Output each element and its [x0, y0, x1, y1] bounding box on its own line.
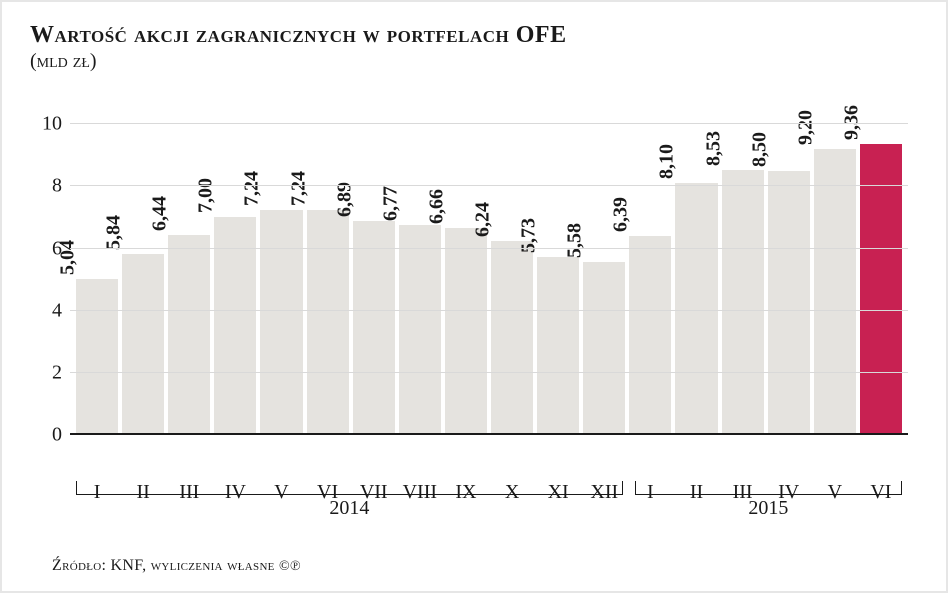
bars-container: 5,045,846,447,007,247,246,896,776,666,24… [70, 105, 908, 435]
bar: 5,84 [122, 254, 164, 436]
bar-value-label: 8,10 [656, 144, 679, 179]
source-text: KNF, wyliczenia własne [111, 557, 275, 574]
title-block: Wartość akcji zagranicznych w portfelach… [30, 22, 918, 73]
chart-title: Wartość akcji zagranicznych w portfelach… [30, 22, 918, 48]
bar-value-label: 7,00 [195, 178, 218, 213]
bar-value-label: 6,77 [379, 186, 402, 221]
y-tick-label: 8 [52, 175, 62, 198]
y-tick-label: 4 [52, 299, 62, 322]
year-bracket [76, 481, 623, 495]
bar-slot: 6,44 [168, 105, 210, 435]
bar: 8,53 [722, 170, 764, 436]
bar: 7,24 [260, 210, 302, 435]
y-tick-label: 0 [52, 424, 62, 447]
year-label: 2015 [748, 497, 788, 520]
bar-slot: 7,00 [214, 105, 256, 435]
chart-frame: Wartość akcji zagranicznych w portfelach… [0, 0, 948, 593]
bar-slot: 6,77 [399, 105, 441, 435]
year-label: 2014 [329, 497, 369, 520]
bar-value-label: 7,24 [241, 171, 264, 206]
y-tick-label: 2 [52, 362, 62, 385]
bar-slot: 7,24 [307, 105, 349, 435]
bar-value-label: 8,50 [748, 132, 771, 167]
bar: 5,73 [537, 257, 579, 435]
bar: 6,89 [353, 221, 395, 436]
bar-slot: 5,84 [122, 105, 164, 435]
y-tick-label: 10 [42, 113, 62, 136]
bar: 9,36 [860, 144, 902, 435]
year-brackets: 2014 2015 [70, 481, 908, 531]
bar-slot: 7,24 [260, 105, 302, 435]
plot-region: 5,045,846,447,007,247,246,896,776,666,24… [70, 105, 908, 435]
bar: 9,20 [814, 149, 856, 435]
chart-area: 5,045,846,447,007,247,246,896,776,666,24… [70, 105, 908, 475]
gridline [70, 123, 908, 124]
bar-value-label: 9,20 [794, 110, 817, 145]
bar-slot: 6,66 [445, 105, 487, 435]
bar-slot: 5,58 [583, 105, 625, 435]
gridline [70, 310, 908, 311]
bar-slot: 9,36 [860, 105, 902, 435]
gridline [70, 248, 908, 249]
bar-value-label: 6,44 [149, 196, 172, 231]
bar: 5,58 [583, 262, 625, 436]
bar-slot: 5,04 [76, 105, 118, 435]
bar-value-label: 6,39 [610, 197, 633, 232]
year-bracket [635, 481, 902, 495]
bar: 6,66 [445, 228, 487, 435]
y-tick-label: 6 [52, 237, 62, 260]
gridline [70, 185, 908, 186]
bar: 6,44 [168, 235, 210, 435]
x-axis-line [70, 433, 908, 435]
bar: 6,24 [491, 241, 533, 435]
bar: 7,00 [214, 217, 256, 435]
copyright-icon: ©℗ [279, 559, 301, 575]
chart-subtitle: (mld zł) [30, 50, 918, 73]
bar: 6,39 [629, 236, 671, 435]
bar-slot: 9,20 [814, 105, 856, 435]
bar-value-label: 5,58 [564, 223, 587, 258]
source-line: Źródło: KNF, wyliczenia własne ©℗ [52, 557, 301, 575]
bar: 7,24 [307, 210, 349, 435]
bar-value-label: 6,89 [333, 182, 356, 217]
source-prefix: Źródło: [52, 557, 111, 574]
bar-slot: 6,89 [353, 105, 395, 435]
bar-value-label: 7,24 [287, 171, 310, 206]
bar-slot: 8,50 [768, 105, 810, 435]
bar: 5,04 [76, 279, 118, 436]
bar-value-label: 5,84 [103, 215, 126, 250]
bar: 6,77 [399, 225, 441, 436]
bar-slot: 6,24 [491, 105, 533, 435]
bar: 8,50 [768, 171, 810, 436]
bar-value-label: 6,24 [472, 202, 495, 237]
bar-slot: 5,73 [537, 105, 579, 435]
gridline [70, 372, 908, 373]
bar-value-label: 8,53 [702, 131, 725, 166]
bar-value-label: 6,66 [425, 189, 448, 224]
